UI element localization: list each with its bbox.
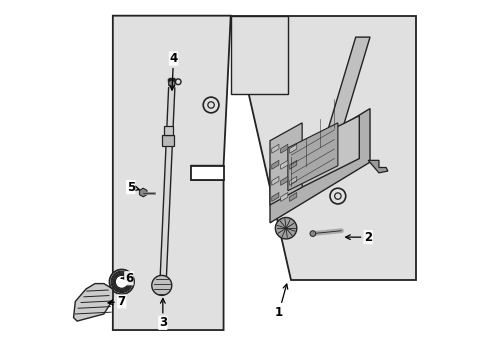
Text: 2: 2 (345, 231, 372, 244)
Polygon shape (272, 144, 279, 153)
Polygon shape (281, 144, 288, 153)
Polygon shape (281, 116, 359, 198)
Polygon shape (231, 16, 416, 280)
Polygon shape (164, 126, 173, 135)
Polygon shape (231, 16, 288, 94)
Text: 7: 7 (108, 295, 126, 308)
Text: 4: 4 (170, 52, 178, 90)
Polygon shape (290, 176, 297, 185)
Polygon shape (323, 37, 370, 144)
Circle shape (152, 275, 172, 296)
Polygon shape (281, 193, 288, 202)
Polygon shape (74, 284, 113, 321)
Polygon shape (272, 193, 279, 202)
Polygon shape (162, 135, 174, 146)
Polygon shape (192, 166, 223, 180)
Polygon shape (290, 144, 297, 153)
Text: 3: 3 (159, 298, 167, 329)
Text: 1: 1 (275, 284, 288, 319)
Circle shape (275, 217, 297, 239)
Circle shape (310, 231, 316, 237)
Polygon shape (288, 123, 338, 191)
Polygon shape (368, 160, 388, 173)
Polygon shape (281, 176, 288, 185)
Text: 5: 5 (126, 181, 139, 194)
Polygon shape (290, 193, 297, 202)
Polygon shape (270, 123, 302, 205)
Circle shape (115, 275, 128, 288)
Text: 6: 6 (122, 272, 133, 285)
Polygon shape (290, 160, 297, 169)
Polygon shape (169, 80, 175, 87)
Circle shape (109, 269, 134, 294)
Polygon shape (113, 16, 231, 330)
Polygon shape (270, 109, 370, 223)
Polygon shape (140, 188, 147, 197)
Polygon shape (281, 160, 288, 169)
Polygon shape (272, 176, 279, 185)
Polygon shape (272, 160, 279, 169)
